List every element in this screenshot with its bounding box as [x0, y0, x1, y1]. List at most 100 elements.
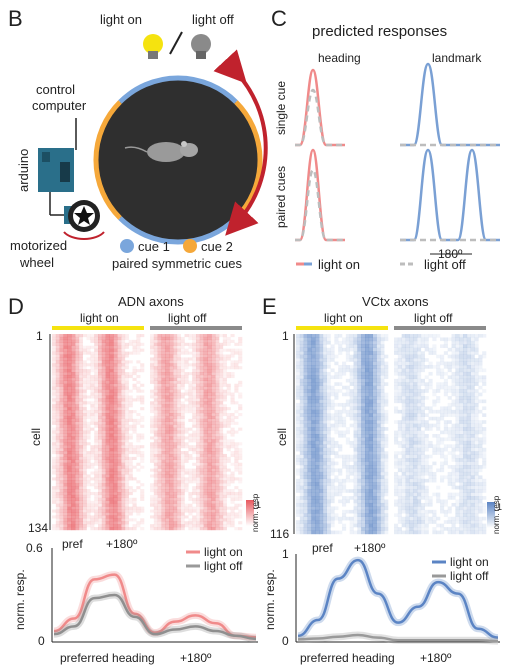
heatmap-cell [440, 361, 445, 366]
heatmap-cell [207, 386, 212, 390]
heatmap-cell [330, 489, 335, 493]
heatmap-cell [121, 398, 126, 402]
heatmap-cell [451, 344, 456, 348]
heatmap-cell [153, 483, 158, 487]
heatmap-cell [173, 494, 178, 499]
heatmap-cell [470, 471, 475, 476]
heatmap-cell [384, 399, 389, 404]
heatmap-cell [238, 465, 243, 469]
heatmap-cell [132, 477, 137, 481]
heatmap-cell [455, 427, 460, 431]
heatmap-cell [365, 334, 370, 338]
heatmap-cell [409, 334, 414, 338]
heatmap-cell [409, 427, 414, 431]
heatmap-cell [63, 386, 68, 390]
cue2-arc-left [93, 100, 122, 220]
heatmap-cell [132, 451, 137, 455]
heatmap-cell [455, 506, 460, 511]
heatmap-cell [296, 344, 301, 348]
heatmap-cell [211, 354, 216, 358]
heatmap-cell [52, 334, 57, 338]
heatmap-cell [222, 383, 227, 387]
heatmap-cell [121, 348, 126, 352]
heatmap-cell [238, 497, 243, 501]
heatmap-cell [121, 521, 126, 525]
heatmap-cell [161, 427, 166, 431]
heatmap-cell [55, 334, 60, 338]
heatmap-cell [238, 509, 243, 513]
heatmap-cell [226, 515, 231, 519]
heatmap-cell [361, 368, 366, 373]
heatmap-cell [466, 430, 471, 435]
heatmap-cell [413, 430, 418, 435]
heatmap-cell [219, 442, 224, 446]
heatmap-cell [420, 496, 425, 500]
heatmap-cell [173, 527, 178, 531]
heatmap-cell [365, 502, 370, 507]
heatmap-cell [75, 345, 80, 349]
heatmap-cell [128, 468, 133, 472]
heatmap-cell [207, 334, 212, 338]
heatmap-cell [470, 347, 475, 352]
heatmap-cell [113, 518, 118, 522]
heatmap-cell [420, 351, 425, 355]
heatmap-cell [222, 436, 227, 440]
heatmap-cell [401, 440, 406, 445]
heatmap-cell [401, 399, 406, 404]
heatmap-cell [311, 509, 316, 514]
heatmap-cell [169, 392, 174, 396]
heatmap-cell [180, 430, 185, 434]
heatmap-cell [322, 506, 327, 511]
heatmap-cell [128, 424, 133, 428]
heatmap-cell [78, 500, 83, 504]
heatmap-cell [211, 386, 216, 390]
heatmap-cell [215, 442, 220, 446]
heatmap-cell [311, 365, 316, 369]
heatmap-cell [63, 404, 68, 408]
heatmap-cell [296, 427, 301, 431]
heatmap-cell [86, 380, 91, 384]
heatmap-cell [180, 412, 185, 417]
heatmap-cell [338, 468, 343, 473]
heatmap-cell [357, 471, 362, 476]
heatmap-cell [75, 354, 80, 358]
heatmap-cell [207, 354, 212, 358]
heatmap-cell [315, 489, 320, 493]
heatmap-cell [196, 494, 201, 499]
heatmap-cell [307, 482, 312, 486]
heatmap-cell [409, 375, 414, 380]
heatmap-cell [215, 453, 220, 458]
heatmap-cell [319, 461, 324, 466]
heatmap-cell [75, 465, 80, 469]
heatmap-cell [215, 465, 220, 469]
heatmap-cell [345, 437, 350, 442]
heatmap-cell [365, 444, 370, 448]
heatmap-cell [405, 392, 410, 397]
heatmap-cell [463, 475, 468, 480]
heatmap-cell [334, 427, 339, 431]
heatmap-cell [420, 361, 425, 366]
heatmap-cell [413, 451, 418, 455]
heatmap-cell [349, 416, 354, 421]
heatmap-cell [59, 486, 64, 490]
heatmap-cell [455, 402, 460, 407]
heatmap-cell [199, 483, 204, 487]
heatmap-cell [82, 512, 87, 516]
heatmap-cell [365, 416, 370, 421]
heatmap-cell [55, 412, 60, 417]
heatmap-cell [334, 489, 339, 493]
heatmap-cell [353, 451, 358, 455]
heatmap-cell [124, 453, 129, 458]
heatmap-cell [67, 424, 72, 428]
heatmap-cell [140, 453, 145, 458]
heatmap-cell [121, 462, 126, 466]
heatmap-cell [157, 351, 162, 355]
heatmap-cell [215, 468, 220, 472]
heatmap-cell [353, 489, 358, 493]
heatmap-cell [447, 465, 452, 469]
heatmap-cell [322, 406, 327, 411]
heatmap-cell [52, 395, 57, 399]
heatmap-cell [424, 437, 429, 442]
heatmap-cell [192, 412, 197, 417]
heatmap-cell [405, 447, 410, 452]
